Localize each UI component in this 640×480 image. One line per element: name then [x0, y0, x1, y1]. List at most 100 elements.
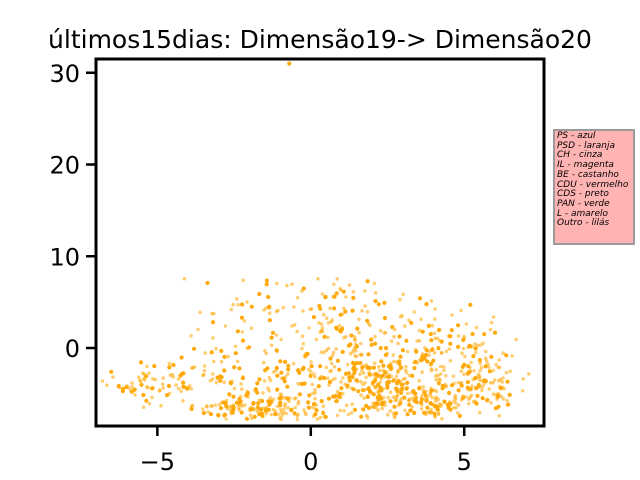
scatter-point: [339, 395, 343, 400]
scatter-point: [182, 276, 187, 281]
scatter-point: [456, 323, 461, 328]
legend-entry-pan: PAN - verde: [557, 198, 610, 209]
scatter-point: [444, 374, 448, 378]
scatter-point: [397, 334, 402, 339]
scatter-point: [245, 346, 249, 351]
scatter-point: [318, 364, 323, 369]
scatter-point: [496, 392, 501, 396]
scatter-point: [300, 381, 305, 387]
scatter-point: [363, 381, 367, 385]
scatter-point: [280, 376, 284, 381]
scatter-point: [459, 369, 464, 374]
scatter-point: [321, 410, 326, 415]
scatter-point: [428, 390, 433, 394]
scatter-point: [467, 402, 471, 406]
scatter-point: [405, 412, 410, 417]
scatter-point: [404, 364, 408, 369]
scatter-point: [270, 330, 276, 335]
scatter-point: [480, 385, 485, 389]
scatter-point: [267, 311, 272, 316]
scatter-point: [494, 362, 498, 367]
scatter-point: [481, 341, 485, 346]
scatter-point: [295, 296, 300, 300]
scatter-point: [444, 349, 449, 354]
scatter-point: [214, 380, 219, 385]
scatter-point: [219, 400, 224, 405]
scatter-point: [382, 370, 387, 375]
scatter-point: [290, 282, 294, 287]
scatter-point: [292, 305, 296, 309]
scatter-point: [174, 383, 178, 387]
scatter-point: [306, 367, 311, 372]
scatter-point: [421, 388, 426, 393]
scatter-point: [332, 306, 337, 311]
scatter-point: [437, 328, 441, 332]
scatter-point: [414, 400, 419, 405]
scatter-point: [160, 382, 165, 387]
scatter-point: [268, 396, 273, 400]
scatter-point: [206, 410, 210, 414]
scatter-point: [351, 289, 356, 294]
scatter-point: [208, 412, 214, 417]
scatter-point: [366, 394, 370, 398]
scatter-point: [241, 278, 245, 283]
scatter-point: [283, 375, 288, 379]
scatter-point: [468, 344, 473, 349]
scatter-point: [242, 319, 247, 323]
scatter-point: [330, 378, 335, 382]
scatter-point: [293, 405, 298, 410]
scatter-point: [461, 337, 466, 343]
scatter-point: [417, 296, 423, 301]
scatter-point: [477, 374, 482, 379]
scatter-point: [301, 342, 306, 346]
scatter-point: [279, 393, 284, 397]
scatter-point: [400, 382, 405, 387]
scatter-point: [388, 363, 393, 368]
scatter-point: [232, 365, 237, 370]
scatter-point: [219, 359, 224, 364]
scatter-point: [412, 360, 416, 365]
legend-entry-l: L - amarelo: [557, 208, 609, 219]
scatter-point: [287, 61, 292, 66]
scatter-point: [296, 402, 300, 406]
scatter-point: [462, 372, 466, 377]
scatter-point: [378, 328, 383, 333]
scatter-point: [344, 295, 348, 299]
scatter-point: [257, 377, 262, 382]
scatter-point: [477, 385, 482, 389]
scatter-point: [100, 379, 105, 383]
scatter-point: [205, 280, 210, 286]
scatter-point: [230, 379, 234, 384]
scatter-point: [498, 377, 503, 382]
scatter-point: [376, 302, 381, 307]
scatter-point: [469, 393, 474, 398]
scatter-point: [367, 372, 372, 377]
scatter-point: [407, 402, 412, 407]
scatter-point: [339, 380, 343, 384]
scatter-point: [465, 380, 470, 385]
scatter-point: [141, 392, 146, 398]
scatter-point: [343, 309, 348, 314]
scatter-point: [218, 378, 223, 383]
scatter-point: [364, 413, 369, 418]
scatter-point: [414, 349, 419, 354]
scatter-point: [435, 404, 440, 410]
scatter-point: [216, 413, 221, 418]
scatter-point: [332, 294, 337, 299]
scatter-point: [176, 377, 181, 381]
scatter-point: [371, 373, 375, 377]
scatter-point: [311, 414, 316, 419]
scatter-point: [275, 387, 280, 392]
scatter-point: [400, 386, 405, 390]
scatter-point: [323, 294, 328, 300]
scatter-point: [402, 395, 407, 400]
scatter-point: [396, 341, 400, 346]
scatter-point: [132, 387, 137, 392]
scatter-point: [473, 342, 477, 346]
scatter-point: [210, 404, 214, 408]
scatter-point: [419, 397, 424, 402]
scatter-point: [176, 386, 181, 391]
scatter-point: [227, 392, 232, 397]
scatter-point: [271, 397, 276, 402]
scatter-point: [159, 403, 163, 408]
